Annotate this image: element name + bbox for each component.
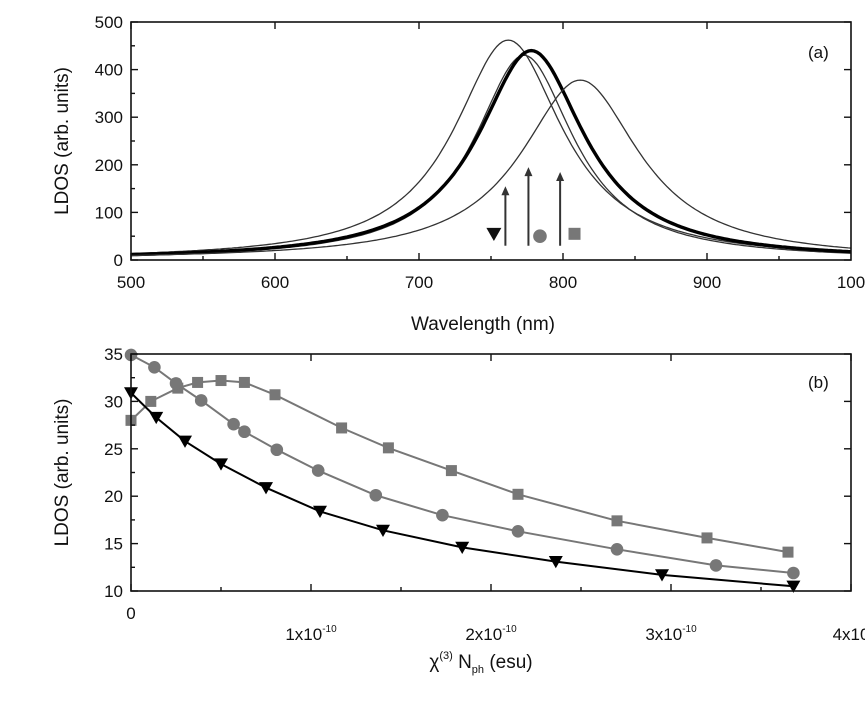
y-tick-label: 500 <box>95 13 123 32</box>
data-point-square <box>145 395 157 407</box>
x-axis-title-a: Wavelength (nm) <box>411 314 555 335</box>
data-point-triangle-down <box>548 556 563 569</box>
x-tick-label: 700 <box>405 273 433 292</box>
data-point-circle <box>709 559 723 572</box>
x-title-part-xlabel-sub: ph <box>472 664 484 676</box>
x-tick-exponent: -10 <box>502 624 517 635</box>
data-point-triangle-down <box>313 505 327 519</box>
x-tick-exponent: -10 <box>682 624 697 635</box>
spectrum-line-4 <box>130 79 852 257</box>
x-tick-base: 4x10 <box>833 625 865 644</box>
spectrum-line-1 <box>130 39 852 255</box>
x-tick-label: 500 <box>117 273 145 292</box>
x-title-part-xlabel-main: χ <box>429 652 439 673</box>
data-point-circle <box>787 566 800 580</box>
y-axis-title-a: LDOS (arb. units) <box>52 67 73 215</box>
x-title-part-xlabel-sup: (3) <box>439 650 452 662</box>
y-tick-label: 10 <box>104 582 123 601</box>
x-tick-label: 3x10-10 <box>645 624 697 644</box>
data-point-triangle-down <box>376 524 390 537</box>
y-tick-label: 0 <box>114 251 123 270</box>
wavelength-marker-circle <box>533 229 547 243</box>
wavelength-marker-triangle-down <box>486 227 502 241</box>
panel-a-chart: 500 600 700 800 900 1000100200300400500Wavele… <box>52 13 865 335</box>
y-tick-label: 30 <box>104 392 123 411</box>
data-point-square <box>269 389 281 401</box>
x-tick-label: 4x10 <box>833 625 865 644</box>
y-tick-label: 20 <box>104 487 123 506</box>
data-point-square <box>611 515 623 527</box>
x-title-part-xlabel-tail: (esu) <box>484 652 533 673</box>
data-point-square <box>382 442 394 454</box>
arrow-head-1 <box>501 186 510 196</box>
x-tick-base: 0 <box>126 604 135 623</box>
y-tick-label: 15 <box>104 535 123 554</box>
spectrum-line-3 <box>130 48 852 257</box>
data-point-triangle-down <box>655 569 669 582</box>
data-point-circle <box>169 377 183 390</box>
data-point-circle <box>227 417 240 431</box>
data-point-circle <box>270 443 284 457</box>
series-line-circle <box>130 354 794 574</box>
y-tick-label: 200 <box>95 156 123 175</box>
panel-label-b: (b) <box>808 373 829 392</box>
x-tick-base: 2x10 <box>465 625 502 644</box>
data-point-triangle-down <box>455 541 470 555</box>
x-axis-title-b: χ(3) Nph (esu) <box>429 650 532 676</box>
y-tick-label: 35 <box>104 345 123 364</box>
panel-label-a: (a) <box>808 43 829 62</box>
arrow-head-2 <box>524 167 533 177</box>
data-point-square <box>701 532 713 544</box>
y-axis-title-b: LDOS (arb. units) <box>52 399 73 547</box>
x-tick-exponent: -10 <box>322 624 337 635</box>
arrow-head-3 <box>556 171 565 181</box>
data-point-circle <box>369 488 383 502</box>
y-tick-label: 300 <box>95 108 123 127</box>
x-tick-label: 1x10-10 <box>285 624 337 644</box>
y-tick-label: 100 <box>95 203 123 222</box>
x-tick-label: 0 <box>126 604 135 623</box>
data-point-square <box>192 376 204 388</box>
data-point-square <box>238 376 250 388</box>
x-tick-base: 3x10 <box>645 625 682 644</box>
x-tick-label: 2x10-10 <box>465 624 517 644</box>
data-point-circle <box>610 542 624 556</box>
x-title-part-xlabel-mid: N <box>453 652 472 673</box>
data-point-triangle-down <box>786 580 801 593</box>
x-tick-label: 800 <box>549 273 577 292</box>
wavelength-marker-square <box>568 227 581 240</box>
spectrum-line-2 <box>130 54 852 256</box>
data-point-square <box>445 465 457 477</box>
data-point-circle <box>311 464 325 477</box>
y-tick-label: 400 <box>95 61 123 80</box>
data-point-square <box>512 488 524 500</box>
x-tick-base: 1x10 <box>285 625 322 644</box>
y-tick-label: 25 <box>104 440 123 459</box>
data-point-circle <box>436 508 449 522</box>
data-point-circle <box>194 394 208 407</box>
data-point-circle <box>148 360 161 374</box>
plot-frame-a <box>130 21 852 261</box>
series-line-square <box>130 379 789 554</box>
data-point-triangle-down <box>214 458 228 471</box>
data-point-square <box>336 422 348 434</box>
x-tick-label: 600 <box>261 273 289 292</box>
data-point-circle <box>511 524 525 538</box>
data-point-square <box>782 546 794 558</box>
data-point-triangle-down <box>149 411 164 425</box>
x-tick-label: 100 <box>837 273 865 292</box>
data-point-circle <box>238 425 251 439</box>
x-tick-label: 900 <box>693 273 721 292</box>
data-point-triangle-down <box>178 435 192 448</box>
data-point-triangle-down <box>259 482 273 495</box>
data-point-square <box>215 375 227 387</box>
